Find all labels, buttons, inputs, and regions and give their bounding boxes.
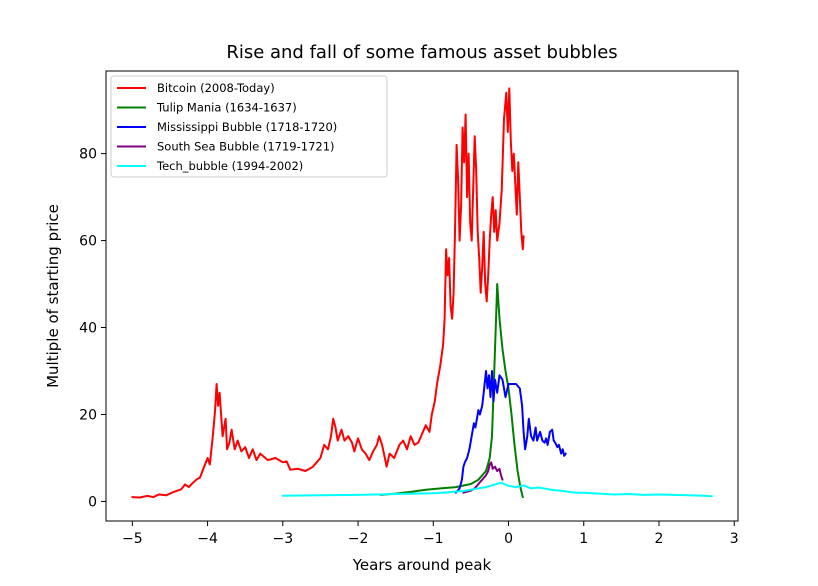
legend-label-4: Tech_bubble (1994-2002) (156, 159, 303, 173)
y-tick-label: 40 (79, 321, 97, 337)
x-axis-ticks: −5 −4 −3 −2 −1 0 1 2 3 (122, 521, 739, 547)
x-tick-label: 2 (655, 531, 664, 547)
legend-label-3: South Sea Bubble (1719-1721) (157, 140, 335, 154)
legend: Bitcoin (2008-Today) Tulip Mania (1634-16… (110, 75, 388, 178)
y-tick-label: 60 (79, 234, 97, 250)
legend-label-0: Bitcoin (2008-Today) (157, 81, 275, 95)
y-tick-label: 80 (79, 147, 97, 163)
plot-area (105, 70, 739, 522)
x-tick-label: −4 (197, 531, 218, 547)
y-axis-label: Multiple of starting price (44, 204, 62, 388)
y-tick-label: 0 (88, 494, 97, 510)
series-line-0 (131, 87, 525, 499)
series-line-3 (462, 461, 504, 494)
series-line-2 (454, 370, 567, 494)
x-tick-label: 3 (730, 531, 739, 547)
x-tick-label: 1 (579, 531, 588, 547)
y-axis-ticks: 0 20 40 60 80 (79, 147, 106, 510)
x-tick-label: −2 (348, 531, 369, 547)
x-tick-label: −3 (272, 531, 293, 547)
x-tick-label: −5 (122, 531, 143, 547)
x-tick-label: 0 (504, 531, 513, 547)
legend-label-1: Tulip Mania (1634-1637) (156, 101, 297, 115)
series-line-1 (379, 283, 524, 499)
y-tick-label: 20 (79, 407, 97, 423)
series-layer (131, 87, 713, 499)
legend-label-2: Mississippi Bubble (1718-1720) (157, 120, 337, 134)
plot-frame (105, 70, 739, 522)
series-line-4 (281, 481, 713, 498)
legend-items: Bitcoin (2008-Today) Tulip Mania (1634-16… (117, 81, 337, 173)
x-tick-label: −1 (423, 531, 444, 547)
chart-title: Rise and fall of some famous asset bubbl… (226, 42, 617, 63)
x-axis-label: Years around peak (352, 556, 492, 574)
legend-frame (110, 75, 388, 178)
